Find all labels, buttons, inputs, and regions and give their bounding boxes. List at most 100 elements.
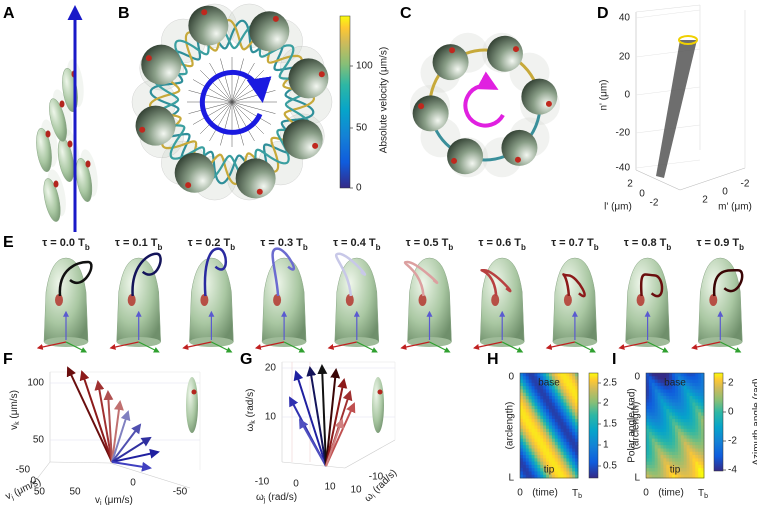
heatmap-cell — [566, 402, 570, 407]
heatmap-cell — [660, 464, 664, 469]
heatmap-cell — [689, 405, 693, 410]
heatmap-cell — [654, 386, 658, 390]
heatmap-cell — [528, 376, 532, 380]
sphere — [501, 129, 538, 166]
heatmap-cell — [572, 386, 576, 390]
heatmap-cell — [546, 392, 550, 397]
arrow — [66, 366, 113, 463]
tau-label: τ = 0.0 Tb — [42, 237, 90, 252]
heatmap-cell — [534, 382, 538, 387]
heatmap-cell — [683, 448, 687, 453]
tick-label: 100 — [27, 378, 44, 389]
heatmap-cell — [563, 412, 567, 417]
heatmap-cell — [654, 428, 658, 433]
heatmap-cell — [534, 435, 538, 440]
colorbar-tick-label: 2 — [603, 398, 609, 409]
heatmap-cell — [677, 399, 682, 403]
heatmap-cell — [560, 415, 564, 420]
heatmap-cell — [543, 415, 547, 420]
heatmap-cell — [648, 464, 653, 469]
heatmap-annotation: base — [664, 378, 686, 389]
heatmap-cell — [660, 376, 664, 380]
heatmap-cell — [663, 412, 667, 417]
heatmap-cell — [646, 379, 650, 384]
heatmap-cell — [546, 445, 550, 449]
heatmap-cell — [666, 402, 670, 407]
heatmap-cell — [663, 425, 667, 430]
axis-label-unit: (rad/s) — [245, 389, 256, 421]
heatmap-cell — [680, 412, 685, 417]
heatmap-cell — [575, 422, 579, 426]
heatmap-cell — [563, 441, 567, 446]
heatmap-cell — [560, 441, 564, 446]
heatmap-cell — [648, 376, 653, 380]
heatmap-cell — [677, 458, 682, 462]
heatmap-cell — [683, 422, 687, 426]
axis-label: (time) — [658, 488, 684, 499]
heatmap-cell — [551, 379, 556, 384]
heatmap-cell — [520, 471, 524, 476]
heatmap-cell — [672, 448, 676, 453]
heatmap-cell — [657, 376, 661, 380]
heatmap-cell — [672, 412, 676, 417]
heatmap-cell — [534, 415, 538, 420]
heatmap-cell — [528, 464, 532, 469]
heatmap-cell — [520, 376, 524, 380]
heatmap-cell — [648, 435, 653, 440]
heatmap-cell — [683, 415, 687, 420]
heatmap-cell — [528, 468, 532, 472]
heatmap-cell — [692, 461, 696, 466]
heatmap-cell — [701, 445, 705, 449]
heatmap-cell — [663, 451, 667, 456]
heatmap-cell — [675, 402, 679, 407]
heatmap-cell — [692, 382, 696, 387]
red-spot — [514, 156, 521, 163]
heatmap-cell — [554, 389, 559, 394]
heatmap-cell — [654, 399, 658, 403]
heatmap-cell — [672, 382, 676, 387]
arrow — [327, 341, 357, 350]
heatmap-cell — [680, 389, 685, 394]
heatmap-cell — [692, 399, 696, 403]
heatmap-cell — [563, 432, 567, 436]
red-spot — [709, 294, 718, 306]
heatmap-cell — [654, 471, 658, 476]
heatmap-cell — [557, 418, 561, 423]
heatmap-cell — [663, 435, 667, 440]
heatmap-cell — [554, 405, 559, 410]
heatmap-cell — [648, 405, 653, 410]
heatmap-cell — [689, 386, 693, 390]
heatmap-cell — [675, 409, 679, 413]
heatmap-cell — [686, 435, 690, 440]
heatmap-cell — [557, 405, 561, 410]
heatmap-cell — [575, 405, 579, 410]
heatmap-cell — [686, 464, 690, 469]
heatmap-cell — [672, 432, 676, 436]
arrow — [111, 461, 152, 472]
heatmap-cell — [660, 435, 664, 440]
heatmap-cell — [557, 468, 561, 472]
heatmap-cell — [546, 468, 550, 472]
heatmap-cell — [566, 458, 570, 462]
axis-label-sub: i — [372, 493, 378, 499]
heatmap-cell — [551, 376, 556, 380]
heatmap-annotation: base — [538, 378, 560, 389]
heatmap-cell — [686, 415, 690, 420]
heatmap-cell — [695, 386, 699, 390]
heatmap-cell — [675, 438, 679, 443]
heatmap-cell — [534, 445, 538, 449]
heatmap-cell — [554, 409, 559, 413]
arrow — [103, 390, 114, 463]
heatmap-cell — [686, 458, 690, 462]
spoke — [209, 101, 233, 142]
heatmap-cell — [651, 389, 656, 394]
heatmap-cell — [692, 425, 696, 430]
heatmap-cell — [546, 432, 550, 436]
sphere — [174, 152, 215, 193]
heatmap-cell — [689, 418, 693, 423]
heatmap-cell — [534, 428, 538, 433]
heatmap-cell — [540, 441, 544, 446]
heatmap-cell — [537, 471, 541, 476]
heatmap-cell — [701, 438, 705, 443]
heatmap-cell — [654, 438, 658, 443]
